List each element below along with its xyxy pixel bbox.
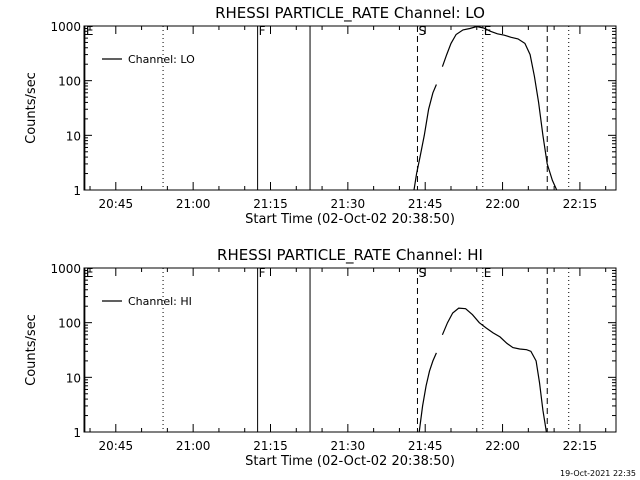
panel-1-x-tick-label: 22:15 <box>563 197 598 211</box>
panel-2-legend-label: Channel: HI <box>128 295 192 308</box>
panel-2-event-marker-label: E <box>86 266 94 280</box>
panel-1-y-axis-label: Counts/sec <box>24 72 39 144</box>
panel-1-y-tick-label: 100 <box>58 75 81 89</box>
panel-1-x-tick-label: 21:00 <box>176 197 211 211</box>
panel-2-event-marker-label: S <box>418 266 426 280</box>
panel-1-y-tick-label: 10 <box>66 129 81 143</box>
panel-2-y-axis-label: Counts/sec <box>24 314 39 386</box>
panel-1-series-line-1 <box>441 25 558 191</box>
panel-2-x-axis-label: Start Time (02-Oct-02 20:38:50) <box>245 454 455 469</box>
panel-1-event-marker-label: E <box>484 24 492 38</box>
panel-1-x-tick-label: 20:45 <box>99 197 134 211</box>
panel-2-y-tick-label: 100 <box>58 317 81 331</box>
panel-2-x-tick-label: 21:30 <box>331 439 366 453</box>
panel-2-frame <box>83 267 617 433</box>
panel-2-y-tick-label: 10 <box>66 371 81 385</box>
panel-2-x-tick-label: 22:15 <box>563 439 598 453</box>
panel-2-event-marker-label: F <box>259 266 266 280</box>
panel-2-x-tick-label: 21:00 <box>176 439 211 453</box>
panel-2-series-line-1 <box>441 307 547 433</box>
panel-2-y-tick-label: 1000 <box>50 262 81 276</box>
panel-1-x-tick-label: 22:00 <box>485 197 520 211</box>
panel-1-series-line-1 <box>413 84 437 191</box>
panel-1-x-tick-label: 21:15 <box>253 197 288 211</box>
panel-1-x-axis-label: Start Time (02-Oct-02 20:38:50) <box>245 212 455 227</box>
panel-1-frame <box>83 25 617 191</box>
panel-2-x-tick-label: 21:45 <box>408 439 443 453</box>
panel-1-legend-label: Channel: LO <box>128 53 195 66</box>
panel-1-x-tick-label: 21:45 <box>408 197 443 211</box>
panel-2-x-tick-label: 21:15 <box>253 439 288 453</box>
panel-1-event-marker-label: S <box>418 24 426 38</box>
panel-2-event-marker-label: E <box>484 266 492 280</box>
panel-1-event-marker-label: E <box>86 24 94 38</box>
generation-timestamp: 19-Oct-2021 22:35 <box>560 469 636 478</box>
panel-1-x-tick-label: 21:30 <box>331 197 366 211</box>
panel-1-title: RHESSI PARTICLE_RATE Channel: LO <box>215 4 485 23</box>
panel-2-title: RHESSI PARTICLE_RATE Channel: HI <box>217 246 483 265</box>
panel-2-x-tick-label: 22:00 <box>485 439 520 453</box>
panel-2-y-tick-label: 1 <box>73 426 81 440</box>
panel-1-y-tick-label: 1 <box>73 184 81 198</box>
panel-2-series-line-1 <box>418 352 437 433</box>
panel-1-y-tick-label: 1000 <box>50 20 81 34</box>
panel-1-event-marker-label: F <box>259 24 266 38</box>
panel-2-x-tick-label: 20:45 <box>99 439 134 453</box>
